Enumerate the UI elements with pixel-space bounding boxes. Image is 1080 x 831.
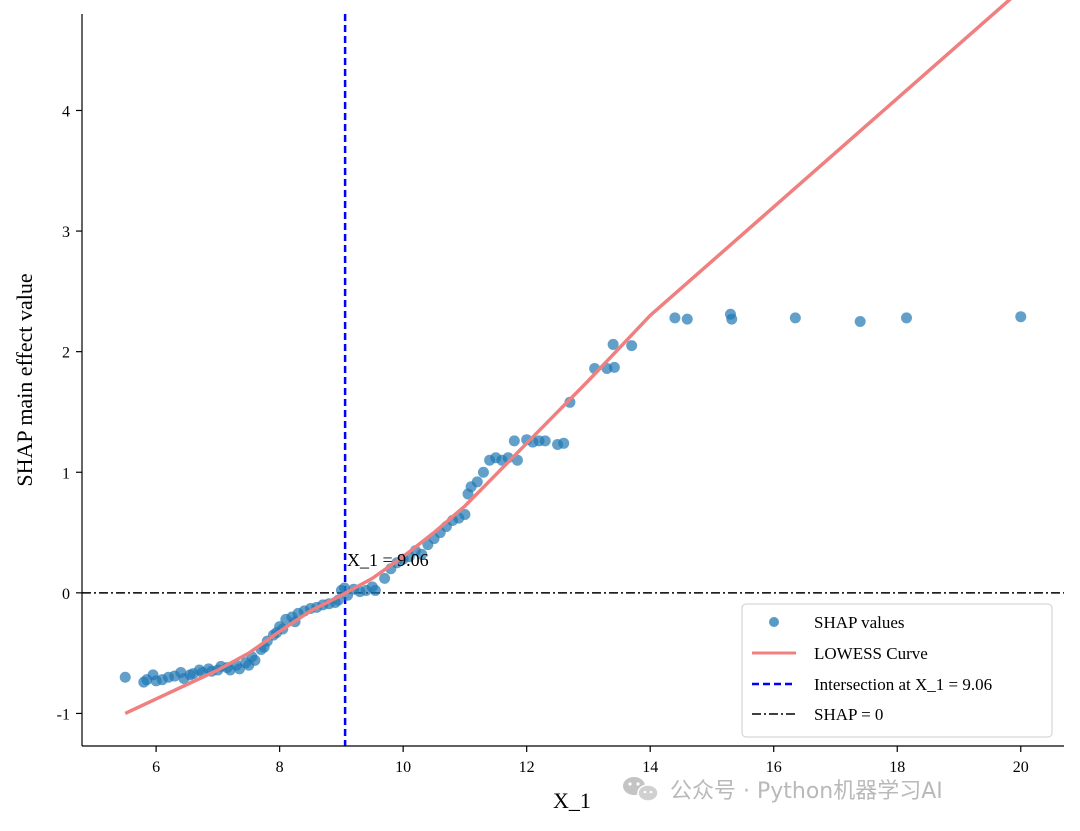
x-tick-label: 18 — [889, 759, 905, 776]
legend-marker-shap-values — [769, 617, 779, 627]
x-tick-label: 14 — [642, 759, 658, 776]
shap-point — [1015, 311, 1027, 323]
legend: SHAP values LOWESS Curve Intersection at… — [741, 603, 1053, 738]
shap-point — [726, 313, 738, 325]
y-tick-label: 0 — [62, 586, 70, 603]
shap-point — [854, 316, 866, 328]
legend-label-lowess: LOWESS Curve — [814, 644, 928, 663]
shap-point — [119, 671, 131, 683]
y-tick-label: 1 — [62, 465, 70, 482]
watermark-text: 公众号 · Python机器学习AI — [670, 779, 943, 804]
shap-point — [607, 338, 619, 350]
shap-point — [626, 340, 638, 352]
y-axis-title: SHAP main effect value — [12, 273, 37, 486]
shap-point — [608, 361, 620, 373]
legend-label-shap-values: SHAP values — [814, 613, 905, 632]
legend-label-shap-zero: SHAP = 0 — [814, 705, 883, 724]
shap-point — [471, 476, 483, 488]
shap-point — [369, 584, 381, 596]
y-tick-label: 2 — [62, 345, 70, 362]
shap-point — [564, 396, 576, 408]
intersection-annotation: X_1 = 9.06 — [347, 550, 429, 570]
lowess-curve — [124, 0, 1012, 716]
y-tick-label: 3 — [62, 224, 70, 241]
shap-point — [681, 313, 693, 325]
shap-point — [459, 508, 471, 520]
x-axis-title: X_1 — [553, 788, 591, 813]
y-tick-label: -1 — [57, 706, 70, 723]
shap-point — [477, 466, 489, 478]
legend-frame — [741, 603, 1053, 738]
x-tick-label: 6 — [152, 759, 160, 776]
shap-point — [249, 654, 261, 666]
shap-point — [508, 435, 520, 447]
x-tick-label: 16 — [766, 759, 782, 776]
legend-label-intersection: Intersection at X_1 = 9.06 — [814, 675, 992, 694]
wechat-icon — [623, 777, 659, 802]
shap-point — [901, 312, 913, 324]
shap-point — [789, 312, 801, 324]
x-tick-label: 8 — [276, 759, 284, 776]
shap-point — [379, 572, 391, 584]
y-tick-label: 4 — [62, 103, 70, 120]
shap-point — [416, 548, 428, 560]
x-tick-label: 10 — [395, 759, 411, 776]
x-tick-label: 12 — [519, 759, 535, 776]
x-tick-label: 20 — [1013, 759, 1029, 776]
shap-point — [558, 437, 570, 449]
shap-point — [539, 435, 551, 447]
watermark: 公众号 · Python机器学习AI — [623, 777, 943, 804]
shap-point — [669, 312, 681, 324]
plot-area — [82, 0, 1064, 746]
